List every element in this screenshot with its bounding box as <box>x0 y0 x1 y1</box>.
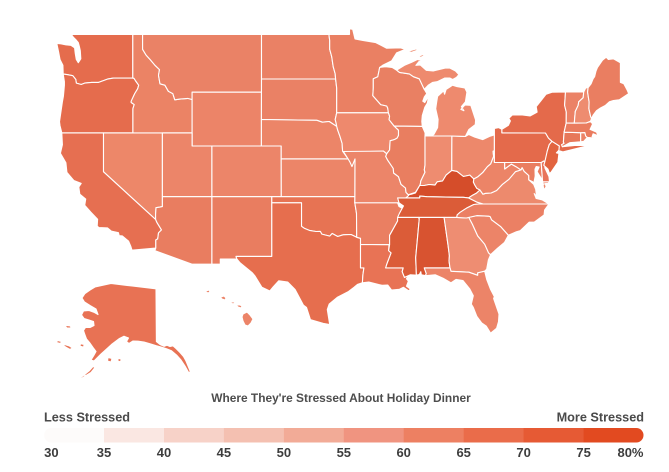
svg-text:65: 65 <box>456 445 470 460</box>
svg-text:Less Stressed: Less Stressed <box>44 411 130 425</box>
svg-text:40: 40 <box>157 445 171 460</box>
svg-text:35: 35 <box>97 445 111 460</box>
svg-text:50: 50 <box>277 445 291 460</box>
svg-text:60: 60 <box>396 445 410 460</box>
svg-text:Where They're Stressed About H: Where They're Stressed About Holiday Din… <box>211 391 471 405</box>
svg-text:80%: 80% <box>617 445 643 460</box>
svg-text:75: 75 <box>576 445 590 460</box>
svg-text:More Stressed: More Stressed <box>557 411 644 425</box>
svg-text:55: 55 <box>337 445 351 460</box>
svg-text:45: 45 <box>217 445 231 460</box>
svg-text:30: 30 <box>44 445 58 460</box>
svg-text:70: 70 <box>516 445 530 460</box>
